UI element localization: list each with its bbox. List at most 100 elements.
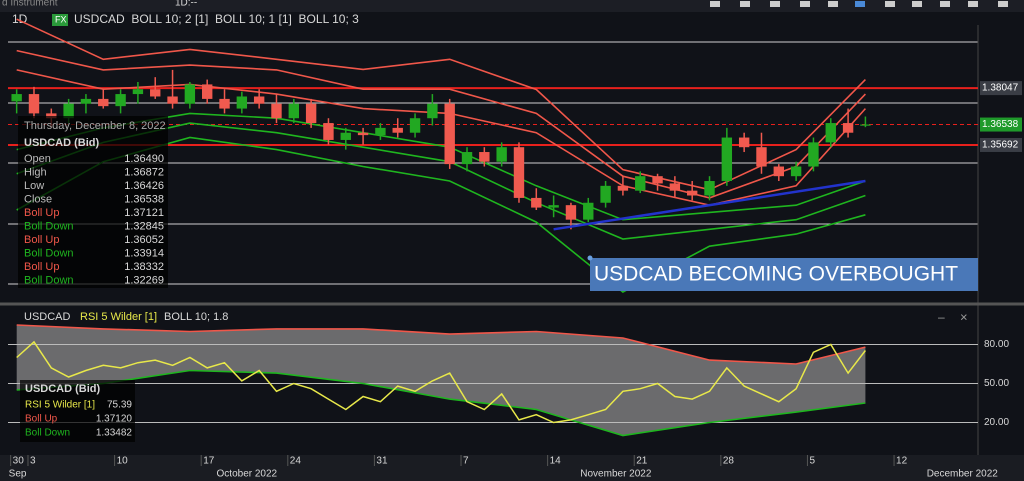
icon[interactable] [912, 1, 922, 7]
rsi-title: USDCAD [24, 311, 71, 323]
info-label: High [24, 166, 47, 178]
trendline [553, 179, 866, 231]
candle-body [738, 137, 750, 148]
candle-body [444, 103, 455, 165]
candle-body [461, 152, 473, 165]
candle-body [115, 94, 126, 107]
rsi-info-value: 1.37120 [96, 414, 133, 425]
band-line [16, 18, 866, 191]
candle-body [756, 147, 767, 167]
candle-body [184, 84, 196, 104]
rsi-bands: BOLL 10; 1.8 [164, 311, 228, 323]
candle-body [375, 127, 386, 136]
candle-body [583, 202, 594, 220]
instrument-search[interactable]: d Instrument [2, 0, 58, 9]
candle-body [860, 124, 871, 126]
price-tag [980, 117, 1022, 132]
icon[interactable] [740, 1, 750, 7]
band-line [16, 49, 866, 199]
icon[interactable] [885, 1, 895, 7]
toolbar [0, 0, 1024, 12]
candle-body [652, 176, 663, 184]
x-month-label: October 2022 [217, 469, 278, 480]
candle-body [409, 118, 421, 133]
x-tick-label: 14 [550, 456, 562, 467]
x-tick-label: 28 [723, 456, 735, 467]
rsi-indicator: RSI 5 Wilder [1] [80, 311, 157, 323]
candle-body [98, 98, 109, 107]
x-tick-label: 24 [290, 456, 302, 467]
icon[interactable] [710, 1, 720, 7]
candle-body [842, 123, 854, 133]
x-tick-label: 10 [117, 456, 129, 467]
candle-body [46, 113, 57, 119]
candle-body [721, 137, 733, 182]
rsi-info-instrument: USDCAD (Bid) [25, 383, 100, 395]
info-value: 1.37121 [124, 207, 164, 219]
info-value: 1.36872 [124, 166, 164, 178]
x-axis-bar [0, 455, 1024, 481]
rsi-info-value: 1.33482 [96, 428, 133, 439]
icon[interactable] [770, 1, 780, 7]
x-tick-label: 12 [896, 456, 908, 467]
x-tick-label: 7 [463, 456, 469, 467]
candle-body [80, 98, 92, 104]
icon[interactable] [800, 1, 810, 7]
info-label: Low [24, 180, 44, 192]
candle-body [825, 123, 836, 143]
x-tick-label: 17 [203, 456, 215, 467]
chart-title: USDCAD BOLL 10; 2 [1] BOLL 10; 1 [1] BOL… [74, 12, 359, 26]
price-label: 1.38047 [982, 83, 1019, 94]
info-value: 1.32845 [124, 220, 164, 232]
x-month-label: November 2022 [580, 469, 652, 480]
info-label: Close [24, 193, 52, 205]
x-axis: 30 3 10 17 24 31 7 14 21 28 5 12 Sep October 2022 Nove… [9, 455, 998, 480]
candle-body [150, 89, 161, 97]
candle-body [132, 89, 144, 95]
info-label: Boll Up [24, 261, 59, 273]
panel-minimize[interactable]: – [938, 310, 945, 324]
info-rows: Thursday, December 8, 2022 USDCAD (Bid) … [24, 120, 166, 287]
toolbar-icons [710, 1, 1008, 7]
price-tag [980, 81, 1022, 96]
candle-body [427, 103, 438, 119]
candle-body [305, 103, 317, 124]
candle-body [773, 166, 784, 177]
price-tag [980, 137, 1022, 152]
annotation: USDCAD BECOMING OVERBOUGHT [594, 263, 958, 286]
candle-body [202, 84, 213, 99]
info-label: Boll Down [24, 247, 74, 259]
icon[interactable] [855, 1, 865, 7]
candle-body [513, 147, 525, 198]
rsi-plot [8, 324, 978, 437]
candle-body [704, 181, 715, 196]
info-label: Boll Down [24, 220, 74, 232]
info-value: 1.32269 [124, 274, 164, 286]
info-value: 1.36490 [124, 153, 164, 165]
rsi-info-label: Boll Up [25, 414, 58, 425]
x-tick-label: 30 [13, 456, 25, 467]
icon[interactable] [998, 1, 1008, 7]
candle-body [565, 205, 577, 220]
price-label: 1.36538 [982, 119, 1019, 130]
rsi-line [16, 340, 866, 424]
rsi-info-rows: RSI 5 Wilder [1] 75.39 Boll Up 1.37120 Boll … [25, 400, 132, 439]
x-tick-label: 5 [809, 456, 815, 467]
candle-body [790, 166, 802, 177]
rsi-info-panel [20, 380, 135, 442]
rsi-info-label: Boll Down [25, 428, 70, 439]
band-fill [16, 325, 866, 436]
timeframe-menu[interactable]: 1D:-- [175, 0, 197, 9]
badge-text: FX [55, 14, 67, 24]
info-value: 1.38332 [124, 261, 164, 273]
x-tick-label: 3 [30, 456, 36, 467]
candle-body [63, 103, 74, 119]
icon[interactable] [940, 1, 950, 7]
x-tick-label: 31 [376, 456, 388, 467]
icon[interactable] [968, 1, 978, 7]
candle-body [357, 132, 369, 136]
info-label: Boll Up [24, 207, 59, 219]
candle-body [808, 142, 819, 167]
icon[interactable] [828, 1, 838, 7]
panel-close[interactable]: × [960, 309, 968, 324]
